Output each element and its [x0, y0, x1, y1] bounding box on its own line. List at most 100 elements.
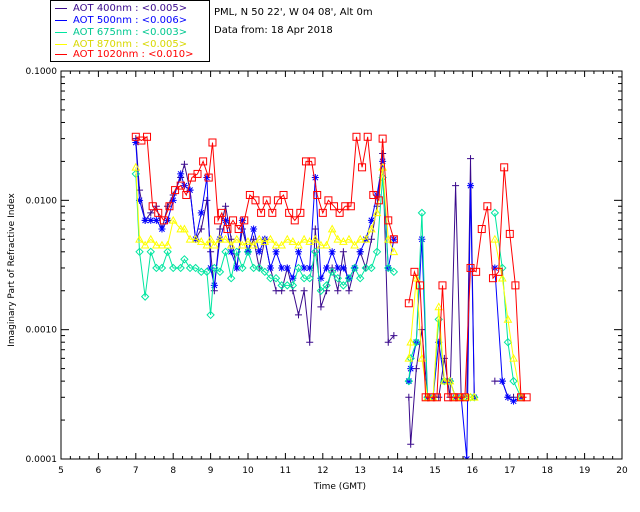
data-point — [509, 353, 518, 362]
data-point — [273, 196, 282, 205]
data-point — [260, 267, 270, 277]
data-point — [146, 234, 156, 243]
data-point — [283, 264, 291, 272]
data-point — [444, 393, 453, 402]
data-point — [176, 181, 185, 190]
data-point — [333, 273, 342, 283]
data-point — [384, 263, 393, 273]
data-point — [229, 216, 238, 225]
data-point — [317, 303, 325, 311]
data-point — [467, 182, 475, 190]
data-point — [227, 248, 235, 256]
y-tick-label: 0.1000 — [26, 67, 58, 77]
data-point — [384, 338, 392, 346]
data-point — [449, 393, 458, 402]
data-point — [410, 267, 419, 276]
data-point — [509, 376, 518, 386]
data-point — [406, 337, 416, 346]
data-point — [467, 155, 475, 163]
date-info: Data from: 18 Apr 2018 — [214, 25, 333, 36]
x-tick-label: 16 — [467, 466, 479, 476]
data-point — [197, 225, 205, 233]
data-point — [216, 225, 224, 233]
data-point — [147, 216, 155, 224]
data-point — [152, 263, 161, 273]
data-point — [169, 196, 177, 204]
data-point — [282, 234, 292, 243]
data-point — [328, 248, 336, 256]
data-point — [197, 209, 205, 217]
data-point — [307, 157, 316, 166]
data-point — [199, 157, 208, 166]
data-point — [185, 263, 195, 273]
data-point — [288, 281, 298, 290]
data-point — [324, 196, 333, 205]
data-point — [358, 163, 367, 172]
site-info: PML, N 50 22', W 04 08', Alt 0m — [214, 7, 373, 18]
data-point — [334, 264, 342, 272]
data-point — [266, 273, 275, 283]
data-point — [407, 365, 415, 373]
data-point — [294, 240, 303, 249]
x-tick-label: 12 — [317, 466, 328, 476]
data-point — [209, 240, 219, 249]
data-point — [299, 273, 309, 283]
data-point — [374, 196, 383, 205]
data-point — [148, 202, 157, 211]
data-point — [266, 264, 274, 272]
data-point — [289, 274, 297, 282]
y-tick-label: 0.0001 — [26, 455, 58, 465]
data-point — [313, 190, 322, 199]
data-point — [197, 267, 206, 277]
data-point — [206, 234, 215, 243]
x-tick-label: 19 — [579, 466, 591, 476]
data-point — [260, 237, 270, 245]
data-point — [339, 248, 347, 256]
data-point — [222, 202, 230, 210]
data-point — [306, 264, 314, 272]
data-point — [196, 237, 206, 245]
data-point — [327, 267, 337, 277]
series-layer — [131, 132, 531, 459]
data-point — [255, 248, 263, 256]
data-point — [421, 393, 430, 402]
data-point — [322, 281, 331, 290]
data-point — [311, 225, 319, 233]
data-point — [511, 281, 520, 290]
data-point — [300, 264, 308, 272]
legend-item-1020nm: AOT 1020nm : <0.010> — [55, 49, 193, 61]
series-4 — [131, 132, 531, 402]
data-point — [132, 139, 140, 147]
data-point — [389, 235, 398, 244]
data-point — [290, 216, 299, 225]
data-point — [434, 302, 444, 311]
data-point — [251, 196, 260, 205]
data-point — [417, 208, 427, 218]
data-point — [318, 208, 327, 217]
data-point — [185, 234, 195, 243]
data-point — [152, 240, 161, 249]
data-point — [299, 234, 309, 243]
data-point — [279, 190, 288, 199]
legend-label-500nm: AOT 500nm : <0.006> — [73, 15, 188, 26]
data-point — [146, 247, 155, 257]
data-point — [335, 208, 344, 217]
data-point — [344, 273, 354, 283]
data-point — [517, 393, 526, 402]
data-point — [361, 263, 371, 273]
series-line — [135, 173, 522, 398]
data-point — [186, 186, 194, 194]
data-point — [215, 267, 225, 277]
data-point — [497, 273, 507, 282]
x-tick-label: 13 — [354, 466, 365, 476]
data-point — [206, 310, 215, 320]
data-point — [367, 224, 376, 233]
data-point — [378, 134, 387, 143]
data-point — [171, 186, 180, 195]
data-point — [411, 273, 421, 282]
data-point — [240, 216, 249, 225]
data-point — [168, 263, 178, 273]
data-point — [503, 314, 513, 323]
legend-swatch-500nm — [55, 19, 67, 21]
data-point — [352, 132, 361, 141]
